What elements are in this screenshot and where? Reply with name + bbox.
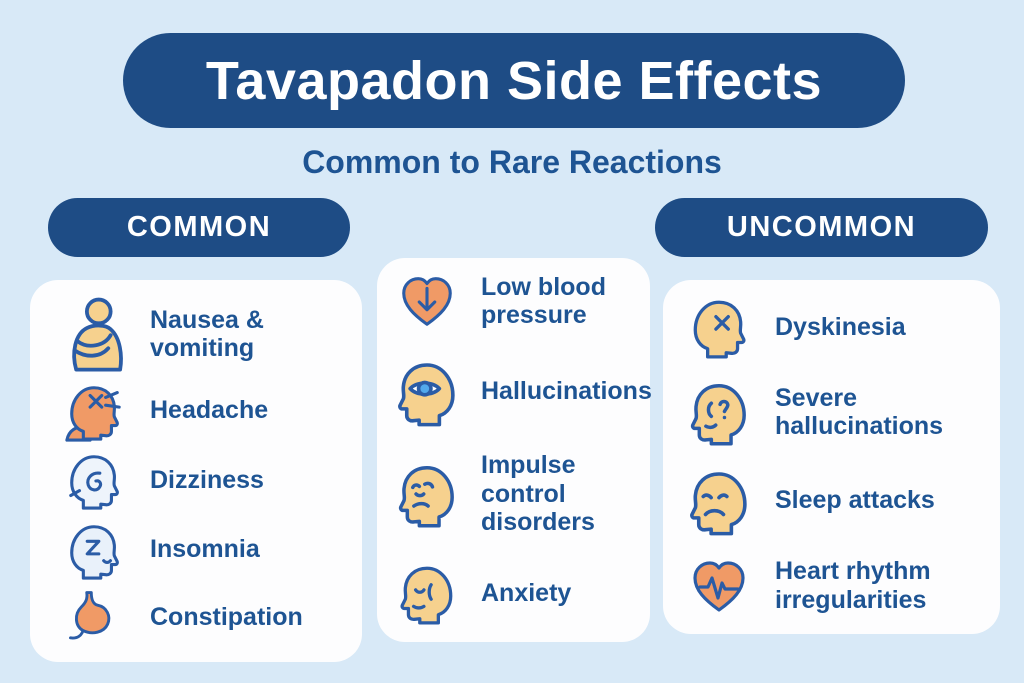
list-item: Anxiety xyxy=(387,560,650,626)
list-item: Low blood pressure xyxy=(387,270,650,332)
anxious-head-icon xyxy=(387,560,467,626)
uncommon-card: Dyskinesia Severe hallucinations xyxy=(663,280,1000,634)
list-item: Dizziness xyxy=(52,449,356,511)
common-card: Nausea & vomiting Headache xyxy=(30,280,362,662)
item-label: Anxiety xyxy=(481,578,572,607)
stomach-icon xyxy=(52,588,136,646)
list-item: Nausea & vomiting xyxy=(52,296,356,372)
header-uncommon-label: UNCOMMON xyxy=(726,211,917,243)
page-title: Tavapadon Side Effects xyxy=(205,50,823,111)
nausea-person-icon xyxy=(52,296,136,372)
list-item: Severe hallucinations xyxy=(677,377,996,447)
item-label: Low blood pressure xyxy=(481,272,606,330)
header-common: COMMON xyxy=(48,198,350,257)
header-uncommon: UNCOMMON xyxy=(655,198,988,257)
middle-card: Low blood pressure Hallucinations xyxy=(377,258,652,642)
heart-down-arrow-icon xyxy=(387,270,467,332)
item-label: Sleep attacks xyxy=(775,486,935,515)
item-label: Insomnia xyxy=(150,535,260,564)
page-subtitle: Common to Rare Reactions xyxy=(302,144,722,180)
item-label: Headache xyxy=(150,396,269,425)
list-item: Heart rhythm irregularities xyxy=(677,554,996,618)
item-label: Constipation xyxy=(150,602,303,631)
headache-head-icon xyxy=(52,380,136,442)
item-label: Impulse control disorders xyxy=(481,451,595,536)
dizzy-head-icon xyxy=(52,449,136,511)
head-squiggle-icon xyxy=(677,377,761,447)
confused-head-icon xyxy=(387,459,467,529)
list-item: Hallucinations xyxy=(387,356,652,428)
list-item: Insomnia xyxy=(52,519,356,581)
item-label: Heart rhythm irregularities xyxy=(775,557,931,614)
list-item: Sleep attacks xyxy=(677,465,996,537)
heart-ecg-icon xyxy=(677,554,761,618)
item-label: Nausea & vomiting xyxy=(150,305,264,363)
item-label: Severe hallucinations xyxy=(775,383,944,441)
item-label: Dyskinesia xyxy=(775,312,906,341)
head-eye-icon xyxy=(387,356,467,428)
title-banner: Tavapadon Side Effects xyxy=(123,33,905,128)
list-item: Headache xyxy=(52,380,356,442)
drowsy-head-icon xyxy=(677,465,761,537)
insomnia-head-icon xyxy=(52,519,136,581)
item-label: Hallucinations xyxy=(481,377,652,406)
list-item: Impulse control disorders xyxy=(387,451,650,537)
item-label: Dizziness xyxy=(150,465,264,494)
head-x-icon xyxy=(677,294,761,360)
list-item: Constipation xyxy=(52,588,356,646)
list-item: Dyskinesia xyxy=(677,294,996,360)
header-common-label: COMMON xyxy=(126,211,272,243)
